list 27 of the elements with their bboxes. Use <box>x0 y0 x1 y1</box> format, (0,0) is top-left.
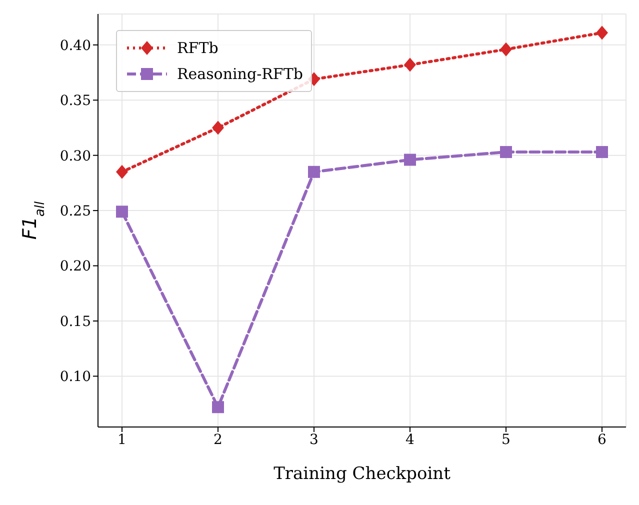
y-tick-label: 0.10 <box>60 369 91 386</box>
y-tick-label: 0.20 <box>60 258 91 275</box>
point <box>212 401 224 414</box>
y-tick-label: 0.30 <box>60 148 91 164</box>
x-tick-label: 1 <box>118 432 126 448</box>
x-tick-label: 5 <box>502 432 510 448</box>
x-tick-label: 6 <box>598 432 607 448</box>
point <box>596 26 608 40</box>
point <box>116 164 128 179</box>
point <box>404 154 416 166</box>
legend-label: Reasoning-RFTb <box>177 65 303 83</box>
legend-label: RFTb <box>177 39 218 57</box>
y-tick-label: 0.15 <box>60 314 91 330</box>
y-tick-label: 0.25 <box>60 204 91 220</box>
point <box>500 42 512 56</box>
x-tick-label: 3 <box>310 432 318 448</box>
point <box>212 120 224 135</box>
point <box>404 58 416 72</box>
y-tick-label: 0.35 <box>60 93 91 110</box>
y-tick-label: 0.40 <box>60 38 91 54</box>
point <box>500 146 512 158</box>
x-tick-label: 4 <box>406 432 415 448</box>
point <box>116 206 128 218</box>
point <box>308 166 320 178</box>
point <box>596 146 608 158</box>
x-axis-title: Training Checkpoint <box>274 464 451 484</box>
x-tick-label: 2 <box>214 432 222 448</box>
